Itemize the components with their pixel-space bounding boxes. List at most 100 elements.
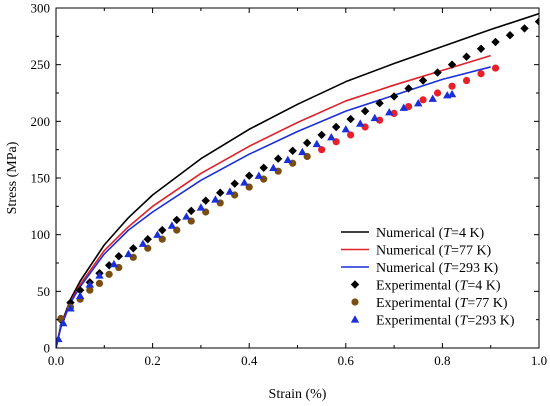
data-point — [129, 244, 138, 253]
data-point — [462, 52, 471, 61]
y-tick-label: 0 — [44, 341, 51, 356]
data-point — [370, 113, 379, 122]
y-tick-label: 200 — [31, 114, 51, 129]
data-point — [95, 279, 104, 287]
data-point — [433, 68, 442, 77]
y-tick-label: 250 — [31, 57, 51, 72]
data-point — [419, 96, 427, 104]
data-point — [104, 261, 114, 270]
y-axis-title: Stress (MPa) — [5, 141, 20, 214]
data-point — [404, 84, 413, 93]
plot-area — [56, 12, 539, 348]
data-point — [428, 94, 437, 102]
series-0 — [56, 12, 539, 348]
legend: Numerical (T=4 K) Numerical (T=77 K) Numer… — [341, 226, 515, 329]
data-point — [114, 252, 123, 261]
data-point — [404, 103, 413, 111]
data-point — [433, 89, 442, 97]
data-point — [75, 286, 85, 295]
x-axis-title: Strain (%) — [269, 387, 327, 402]
data-point — [172, 215, 181, 225]
data-point — [124, 249, 133, 258]
data-point — [385, 108, 394, 116]
data-point — [376, 116, 384, 124]
data-point — [477, 70, 485, 78]
data-point — [158, 225, 167, 235]
data-point — [375, 99, 384, 108]
data-point — [196, 203, 206, 211]
data-point — [95, 271, 104, 279]
data-point — [534, 17, 539, 26]
data-point — [447, 60, 457, 69]
data-point — [520, 24, 529, 33]
data-point — [153, 230, 162, 238]
y-tick-label: 150 — [31, 171, 51, 186]
x-tick-label: 1.0 — [531, 353, 547, 368]
legend-entry: Experimental (T=77 K) — [351, 296, 508, 311]
data-point — [182, 212, 191, 220]
series-5 — [318, 64, 500, 154]
data-point — [75, 291, 85, 300]
data-point — [302, 138, 312, 148]
legend-label: Numerical (T=293 K) — [376, 261, 499, 276]
legend-label: Experimental (T=293 K) — [376, 314, 515, 329]
data-point — [288, 146, 297, 155]
axes: 0.0 0.2 0.4 0.6 0.8 1.0 0 50 100 150 200 250 300 — [31, 1, 548, 369]
data-point — [254, 171, 264, 179]
data-point — [105, 270, 113, 278]
data-point — [59, 318, 68, 327]
legend-label: Numerical (T=77 K) — [376, 244, 492, 259]
legend-swatch — [351, 298, 359, 306]
data-point — [201, 196, 210, 205]
legend-swatch — [350, 280, 360, 289]
data-point — [273, 154, 283, 163]
data-point — [245, 171, 254, 180]
series-6 — [56, 89, 457, 343]
data-point — [269, 163, 278, 171]
data-point — [462, 76, 471, 85]
data-point — [414, 99, 423, 107]
data-point — [491, 37, 500, 47]
legend-entry: Experimental (T=293 K) — [350, 314, 515, 329]
legend-label: Experimental (T=77 K) — [376, 296, 508, 311]
series-line — [56, 66, 491, 348]
data-point — [109, 259, 119, 268]
data-point — [230, 179, 239, 188]
data-point — [283, 155, 293, 164]
data-point — [347, 131, 355, 139]
data-point — [360, 106, 370, 116]
data-point — [85, 280, 95, 288]
legend-label: Experimental (T=4 K) — [376, 279, 501, 294]
series-4 — [57, 152, 311, 323]
x-tick-label: 0.8 — [434, 353, 450, 368]
data-point — [211, 195, 220, 203]
data-point — [298, 147, 307, 156]
legend-entry: Numerical (T=4 K) — [341, 226, 485, 241]
data-point — [187, 206, 196, 216]
series-3 — [56, 17, 539, 324]
data-point — [341, 125, 350, 133]
data-point — [317, 130, 326, 140]
series-2 — [56, 66, 491, 348]
data-point — [491, 64, 500, 72]
data-point — [86, 286, 94, 294]
x-tick-label: 0.6 — [338, 353, 355, 368]
data-point — [66, 304, 75, 312]
data-point — [418, 76, 428, 85]
data-point — [505, 31, 515, 40]
data-point — [143, 235, 152, 244]
data-point — [167, 221, 177, 229]
series-line — [56, 12, 539, 348]
y-tick-label: 50 — [37, 284, 50, 299]
x-tick-label: 0.2 — [144, 353, 160, 368]
y-tick-label: 100 — [31, 227, 51, 242]
data-point — [399, 103, 408, 111]
legend-label: Numerical (T=4 K) — [376, 226, 485, 241]
data-point — [331, 122, 341, 132]
data-point — [216, 188, 225, 197]
data-point — [476, 44, 486, 53]
data-point — [138, 239, 148, 247]
data-point — [346, 114, 355, 124]
data-point — [389, 92, 399, 101]
